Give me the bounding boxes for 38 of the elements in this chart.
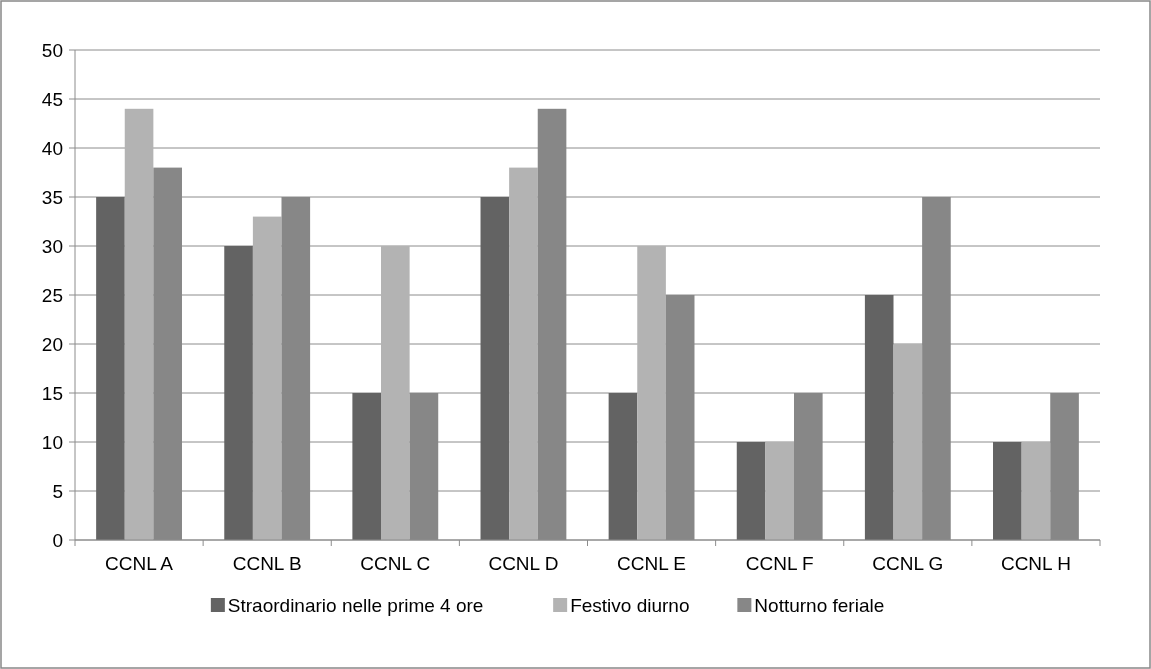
x-tick-label: CCNL B bbox=[232, 553, 302, 574]
x-tick-label: CCNL E bbox=[617, 553, 687, 574]
y-tick-label: 40 bbox=[41, 137, 63, 159]
y-tick-label: 20 bbox=[41, 333, 63, 355]
y-tick-label: 15 bbox=[41, 382, 63, 404]
bar bbox=[864, 295, 894, 540]
x-tick-label: CCNL D bbox=[488, 553, 559, 574]
bar bbox=[993, 442, 1022, 540]
legend-label: Festivo diurno bbox=[570, 594, 690, 616]
x-tick-label: CCNL A bbox=[105, 553, 174, 574]
bar bbox=[893, 344, 923, 540]
y-tick-label: 25 bbox=[41, 284, 63, 306]
x-tick-label: CCNL C bbox=[360, 553, 431, 574]
y-tick-label: 50 bbox=[41, 39, 63, 61]
y-tick-label: 5 bbox=[52, 480, 63, 502]
bar bbox=[1021, 442, 1051, 540]
bar bbox=[352, 393, 382, 540]
y-tick-label: 30 bbox=[41, 235, 63, 257]
bar bbox=[637, 246, 666, 540]
bar bbox=[224, 246, 253, 540]
bar bbox=[765, 442, 794, 540]
legend-label: Notturno feriale bbox=[754, 594, 885, 616]
y-tick-label: 0 bbox=[52, 529, 63, 551]
bar bbox=[252, 216, 282, 540]
bar bbox=[509, 167, 538, 540]
bar bbox=[381, 246, 410, 540]
bar bbox=[608, 393, 638, 540]
x-tick-label: CCNL F bbox=[745, 553, 814, 574]
x-tick-label: CCNL H bbox=[1000, 553, 1071, 574]
bar bbox=[480, 197, 510, 540]
bar bbox=[736, 442, 766, 540]
legend-label: Straordinario nelle prime 4 ore bbox=[227, 594, 484, 616]
bar bbox=[124, 108, 154, 540]
y-tick-label: 10 bbox=[41, 431, 63, 453]
bar bbox=[96, 197, 125, 540]
y-tick-label: 45 bbox=[41, 88, 63, 110]
y-tick-label: 35 bbox=[41, 186, 63, 208]
x-tick-label: CCNL G bbox=[872, 553, 944, 574]
